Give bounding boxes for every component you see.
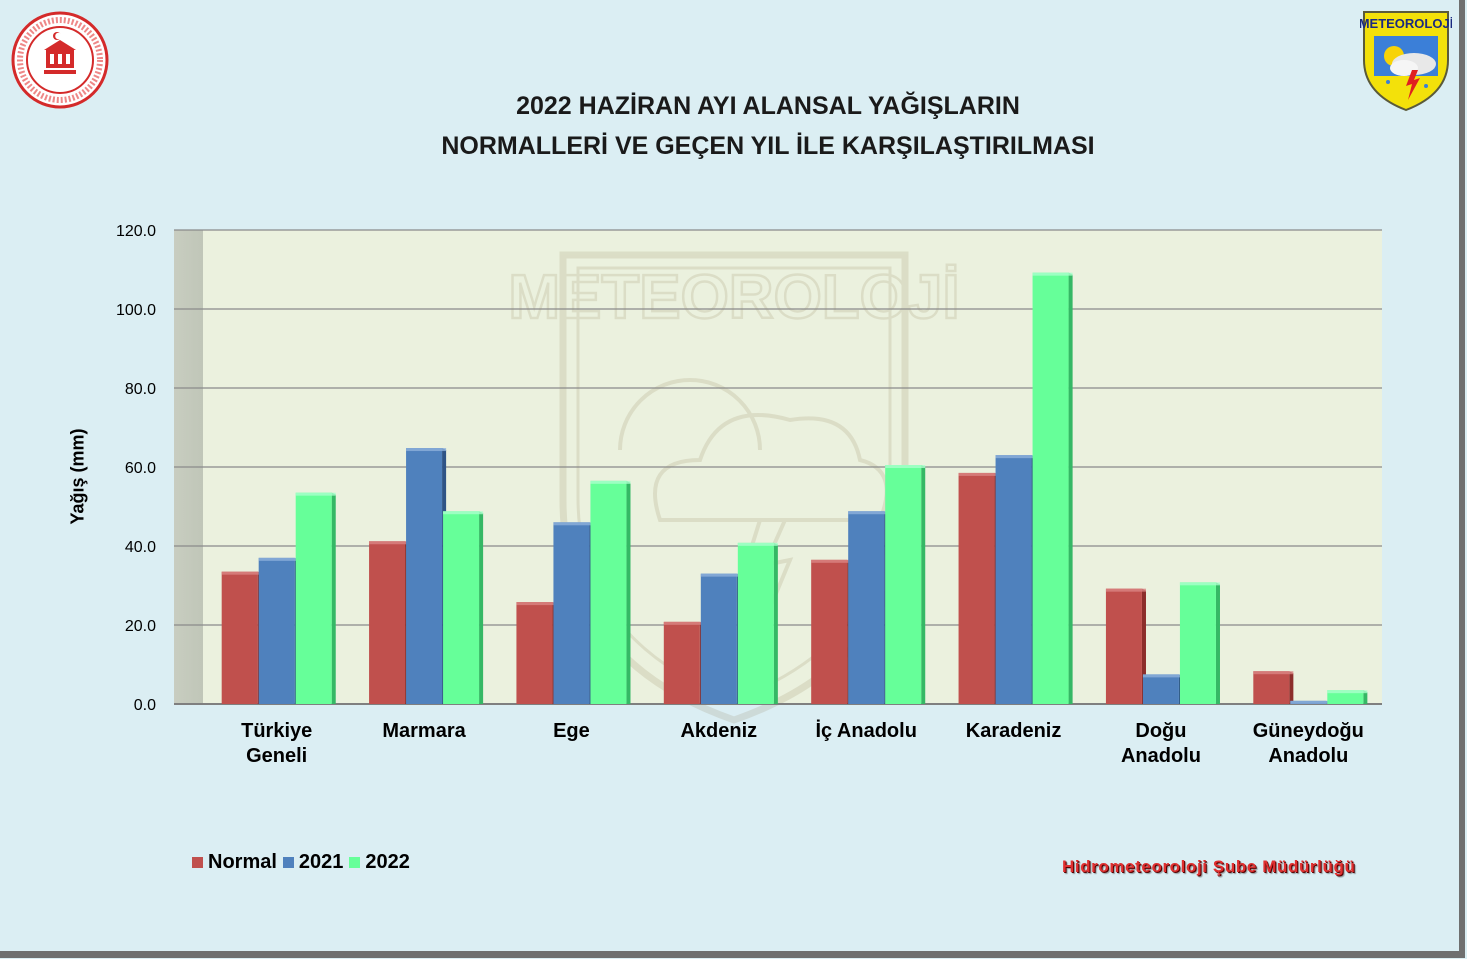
x-category-labels: Türkiye Geneli Marmara Ege Akdeniz İç Anadolu… [241, 719, 1364, 767]
bar-2022-5 [1032, 272, 1073, 704]
bar-2021-6 [1142, 674, 1183, 704]
bar-2021-2 [553, 522, 594, 704]
bars [221, 272, 1368, 704]
bar-2022-4 [885, 465, 926, 704]
x-category-label: Akdeniz [680, 720, 757, 742]
bar-2022-2 [590, 480, 631, 704]
x-category-label: Karadeniz [966, 720, 1062, 742]
bar-normal-3 [663, 621, 704, 704]
bar-normal-0 [221, 571, 262, 704]
bar-normal-6 [1105, 588, 1146, 704]
y-tick-label: 0.0 [134, 697, 156, 714]
x-category-label: Geneli [246, 745, 307, 767]
ministry-seal-logo [10, 10, 110, 115]
y-tick-label: 60.0 [125, 460, 156, 477]
legend: Normal 2021 2022 [192, 851, 416, 874]
bar-2021-1 [406, 448, 447, 704]
bar-normal-5 [958, 472, 999, 704]
x-category-label: Doğu [1135, 720, 1186, 742]
legend-item-normal: Normal [192, 851, 277, 874]
x-category-label: Anadolu [1121, 745, 1201, 767]
y-tick-label: 40.0 [125, 539, 156, 556]
svg-text:METEOROLOJİ: METEOROLOJİ [1360, 16, 1452, 31]
bar-2021-5 [995, 455, 1036, 704]
chart-title-line2: NORMALLERİ VE GEÇEN YIL İLE KARŞILAŞTIRI… [441, 132, 1095, 160]
legend-label-2022: 2022 [365, 851, 410, 873]
x-category-label: Güneydoğu [1253, 720, 1364, 742]
y-tick-label: 120.0 [116, 223, 156, 240]
chart-title-line1: 2022 HAZİRAN AYI ALANSAL YAĞIŞLARIN [516, 92, 1020, 120]
y-tick-label: 20.0 [125, 618, 156, 635]
legend-label-normal: Normal [208, 851, 277, 873]
bar-2021-4 [848, 511, 889, 704]
y-axis-label: Yağış (mm) [67, 428, 88, 525]
x-category-label: Türkiye [241, 720, 312, 742]
x-category-label: Ege [553, 720, 590, 742]
x-category-label: Marmara [382, 720, 466, 742]
legend-swatch-normal [192, 857, 203, 868]
bar-2022-7 [1327, 690, 1368, 704]
bar-normal-1 [369, 541, 410, 704]
bar-normal-4 [811, 559, 852, 704]
svg-text:METEOROLOJİ: METEOROLOJİ [508, 263, 959, 332]
bar-2021-3 [700, 573, 741, 704]
legend-swatch-2022 [349, 857, 361, 868]
meteoroloji-shield-logo: METEOROLOJİ [1359, 8, 1453, 119]
footer-department-name: Hidrometeoroloji Şube Müdürlüğü [1062, 857, 1356, 876]
x-category-label: Anadolu [1268, 745, 1348, 767]
legend-item-2022: 2022 [349, 851, 410, 874]
y-tick-label: 80.0 [125, 381, 156, 398]
bar-normal-2 [516, 602, 557, 704]
bar-2022-1 [443, 511, 484, 704]
bar-2021-7 [1290, 700, 1331, 704]
bar-2022-6 [1179, 582, 1220, 704]
bar-2021-0 [258, 557, 299, 704]
y-tick-label: 100.0 [116, 302, 156, 319]
legend-label-2021: 2021 [298, 851, 344, 873]
bar-2022-0 [295, 492, 336, 704]
legend-item-2021: 2021 [282, 851, 344, 874]
bar-2022-3 [737, 542, 778, 704]
bar-normal-7 [1253, 671, 1294, 704]
y-tick-labels: 0.0 20.0 40.0 60.0 80.0 100.0 120.0 [116, 223, 156, 714]
x-category-label: İç Anadolu [815, 719, 916, 742]
legend-swatch-2021 [282, 857, 294, 868]
